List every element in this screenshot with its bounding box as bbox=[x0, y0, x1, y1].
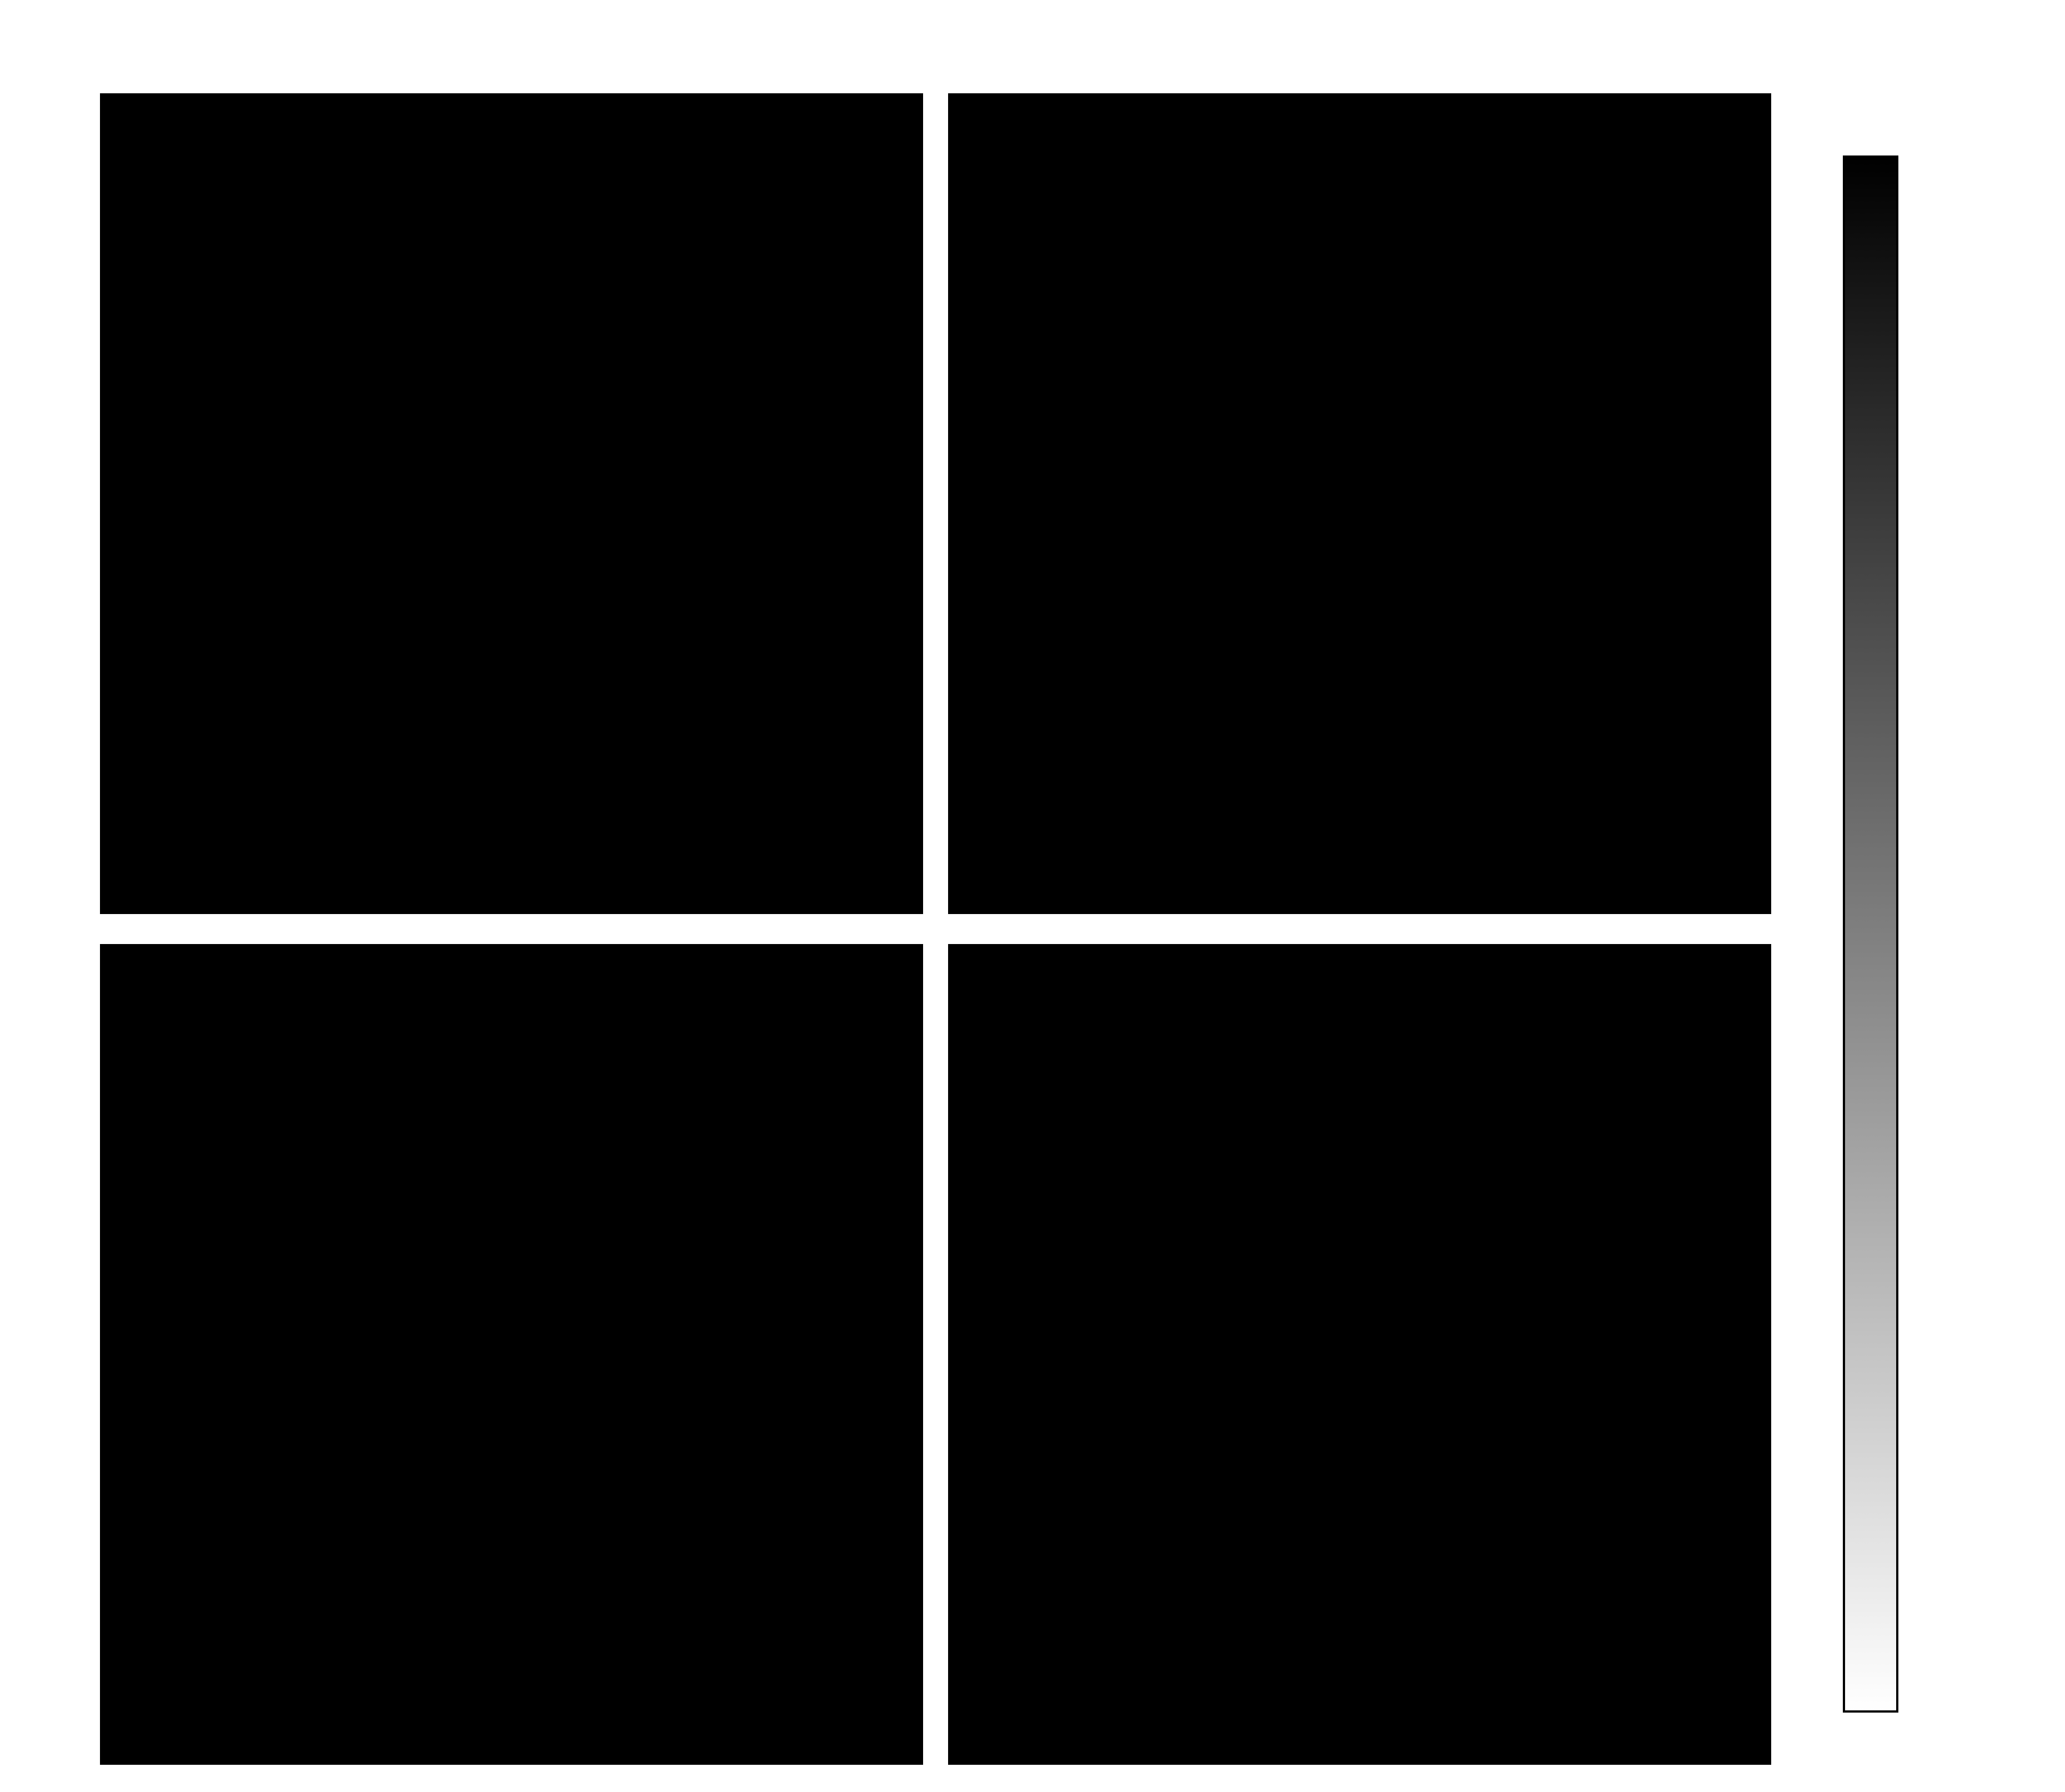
panel-c-arctic-september bbox=[100, 944, 923, 1765]
panel-d-frame bbox=[948, 944, 1771, 1765]
colorbar-gradient bbox=[1844, 157, 1897, 1711]
colorbar bbox=[1844, 157, 1897, 1711]
panel-c-frame bbox=[100, 944, 923, 1765]
panel-b-frame bbox=[948, 93, 1771, 914]
panel-d-antarctic-september bbox=[948, 944, 1771, 1765]
panel-a-arctic-march bbox=[100, 93, 923, 914]
panel-a-frame bbox=[100, 93, 923, 914]
panel-b-antarctic-march bbox=[948, 93, 1771, 914]
